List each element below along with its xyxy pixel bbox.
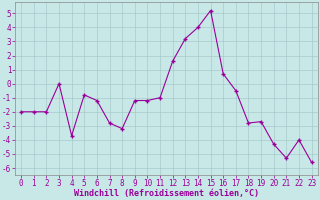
X-axis label: Windchill (Refroidissement éolien,°C): Windchill (Refroidissement éolien,°C) [74, 189, 259, 198]
